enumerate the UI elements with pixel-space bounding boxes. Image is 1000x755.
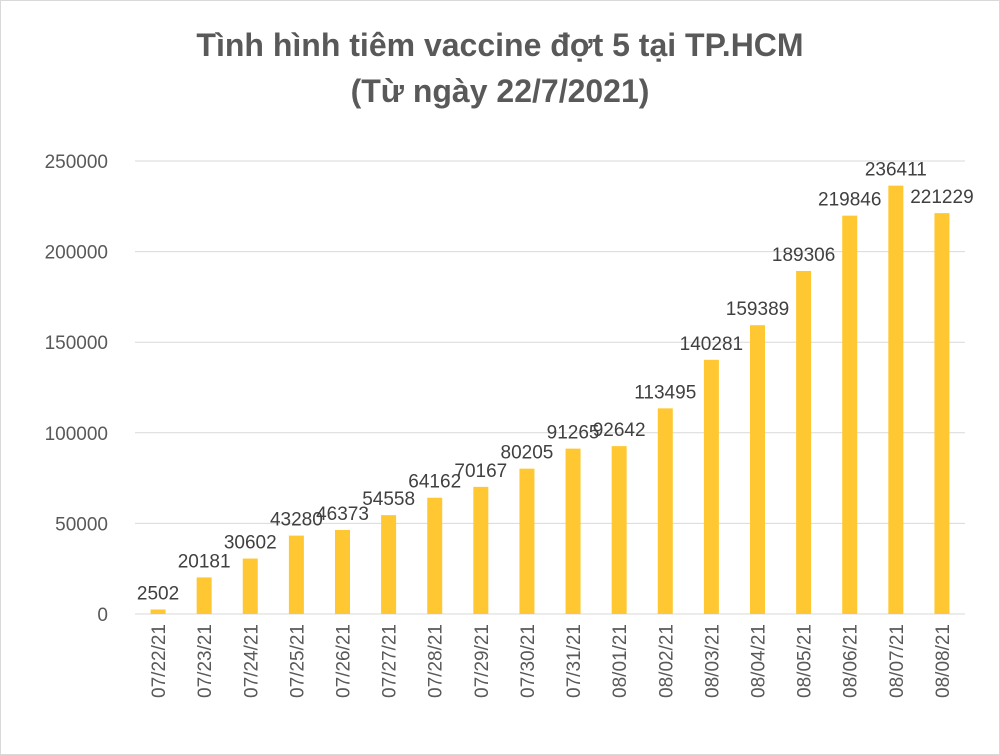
data-label: 80205 — [501, 443, 554, 464]
x-tick: 08/01/21 — [610, 624, 631, 698]
x-tick-label: 07/22/21 — [149, 624, 170, 698]
data-label: 113495 — [634, 382, 696, 403]
y-tick-label: 50000 — [55, 514, 108, 535]
x-tick-label: 07/23/21 — [195, 624, 216, 698]
x-tick-label: 07/25/21 — [287, 624, 308, 698]
x-axis-ticks: 07/22/21 07/23/21 07/24/21 07/25/21 07/26/21… — [149, 624, 954, 698]
bar — [242, 558, 258, 614]
bar — [796, 270, 812, 614]
bar — [288, 535, 304, 614]
data-label: 92642 — [593, 420, 646, 441]
x-tick-label: 08/06/21 — [841, 624, 862, 698]
x-tick-label: 08/07/21 — [887, 624, 908, 698]
x-tick: 07/22/21 — [149, 624, 170, 698]
x-tick: 07/28/21 — [426, 624, 447, 698]
data-label: 159389 — [726, 299, 789, 320]
data-label: 54558 — [362, 489, 415, 510]
data-labels: 2502 201813060243280463735455864162701678… — [137, 160, 974, 605]
chart-title: Tình hình tiêm vaccine đợt 5 tại TP.HCM — [196, 27, 804, 63]
y-tick-label: 200000 — [45, 243, 108, 264]
y-tick-label: 150000 — [45, 333, 108, 354]
bars — [150, 185, 950, 615]
bar — [196, 577, 212, 614]
x-tick-label: 07/27/21 — [380, 624, 401, 698]
y-tick-label: 100000 — [45, 424, 108, 445]
chart-title-block: Tình hình tiêm vaccine đợt 5 tại TP.HCM … — [0, 22, 1000, 114]
data-label: 236411 — [865, 160, 927, 181]
x-tick: 07/25/21 — [287, 624, 308, 698]
x-tick: 08/08/21 — [933, 624, 954, 698]
x-tick-label: 08/05/21 — [795, 624, 816, 698]
bar — [842, 215, 858, 615]
bar — [473, 486, 489, 614]
x-tick: 07/27/21 — [380, 624, 401, 698]
bar — [703, 359, 719, 614]
data-label: 221229 — [910, 187, 973, 208]
data-label: 64162 — [408, 472, 461, 493]
x-tick: 08/07/21 — [887, 624, 908, 698]
data-label: 46373 — [316, 504, 369, 525]
bar — [381, 515, 397, 614]
data-label: 70167 — [454, 461, 507, 482]
x-tick: 08/06/21 — [841, 624, 862, 698]
bar — [657, 408, 673, 614]
bar — [611, 446, 627, 614]
bar — [519, 468, 535, 614]
x-tick-label: 07/24/21 — [241, 624, 262, 698]
x-tick-label: 08/04/21 — [749, 624, 770, 698]
data-label: 43280 — [270, 510, 323, 531]
data-label: 219846 — [818, 190, 881, 211]
x-tick-label: 08/02/21 — [656, 624, 677, 698]
x-tick: 08/02/21 — [656, 624, 677, 698]
x-tick: 08/03/21 — [702, 624, 723, 698]
bar — [888, 185, 904, 614]
data-label: 91265 — [547, 423, 600, 444]
gridlines — [135, 160, 965, 615]
data-label: 20181 — [178, 551, 231, 572]
y-tick-label: 250000 — [45, 152, 108, 173]
x-tick-label: 07/30/21 — [518, 624, 539, 698]
x-tick: 07/23/21 — [195, 624, 216, 698]
bar — [750, 325, 765, 614]
x-tick: 07/26/21 — [334, 624, 355, 698]
x-tick-label: 07/26/21 — [334, 624, 355, 698]
x-tick: 07/24/21 — [241, 624, 262, 698]
data-label: 140281 — [680, 334, 743, 355]
x-tick-label: 08/08/21 — [933, 624, 954, 698]
x-tick-label: 08/03/21 — [702, 624, 723, 698]
x-tick-label: 07/28/21 — [426, 624, 447, 698]
x-tick: 07/31/21 — [564, 624, 585, 698]
x-tick: 08/05/21 — [795, 624, 816, 698]
bar — [150, 609, 166, 614]
data-label: 2502 — [137, 583, 179, 604]
chart-subtitle: (Từ ngày 22/7/2021) — [350, 73, 650, 109]
x-tick: 07/29/21 — [472, 624, 493, 698]
x-tick-label: 08/01/21 — [610, 624, 631, 698]
x-tick-label: 07/29/21 — [472, 624, 493, 698]
y-axis-ticks: 0 50000 100000 150000 200000 250000 — [45, 152, 108, 626]
y-tick-label: 0 — [97, 605, 108, 626]
x-tick-label: 07/31/21 — [564, 624, 585, 698]
bar — [934, 213, 950, 614]
data-label: 189306 — [772, 245, 835, 266]
bar — [565, 448, 581, 614]
bar — [427, 497, 443, 614]
bar — [335, 529, 350, 614]
x-tick: 07/30/21 — [518, 624, 539, 698]
data-label: 30602 — [224, 533, 277, 554]
x-tick: 08/04/21 — [749, 624, 770, 698]
